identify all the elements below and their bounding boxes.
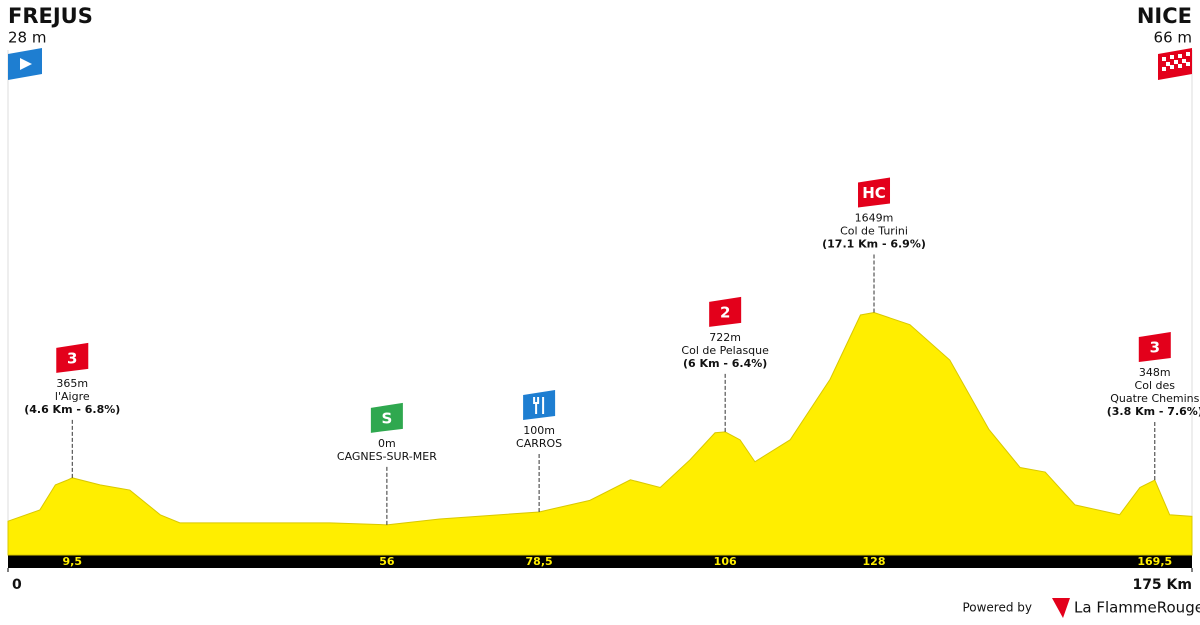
point-label: CAGNES-SUR-MER [337,450,437,463]
point-label: 365m [56,377,88,390]
km-label: 9,5 [63,555,83,568]
brand: La FlammeRouge [1074,599,1200,617]
badge [56,342,89,373]
badge [370,402,403,433]
brand-icon [1052,598,1070,618]
badge-label: HC [862,184,886,202]
point-label: Col des [1135,379,1176,392]
km-label: 128 [863,555,886,568]
start-elevation: 28 m [8,29,46,47]
badge-label: 2 [720,303,730,321]
start-icon [8,48,42,80]
profile-area [7,312,1193,556]
badge-label: 3 [67,349,77,367]
point-label: 0m [378,437,396,450]
finish-name: NICE [1137,4,1192,28]
point-label: CARROS [516,437,562,450]
point-label: 100m [523,424,555,437]
point-label: Col de Pelasque [681,344,769,357]
point-label: l'Aigre [55,390,90,403]
km-label: 78,5 [526,555,553,568]
climb-detail: (3.8 Km - 7.6%) [1107,405,1200,418]
km-bar [8,555,1192,568]
x-tick-label: 0 [12,577,22,593]
finish-elevation: 66 m [1154,29,1192,47]
badge-label: S [381,409,392,427]
point-label: 722m [709,331,741,344]
badge [858,177,891,208]
point-label: 1649m [855,212,894,225]
badge [709,296,742,327]
badge-label: 3 [1150,339,1160,357]
climb-detail: (17.1 Km - 6.9%) [822,238,926,251]
climb-detail: (6 Km - 6.4%) [683,357,767,370]
finish-icon [1158,48,1192,80]
feed-icon [533,396,545,414]
km-label: 106 [714,555,737,568]
badge [523,389,556,420]
badge [1138,332,1171,363]
km-label: 56 [379,555,395,568]
point-label: Col de Turini [840,225,908,238]
start-name: FREJUS [8,4,93,28]
point-label: Quatre Chemins [1110,392,1199,405]
point-label: 348m [1139,366,1171,379]
climb-detail: (4.6 Km - 6.8%) [24,403,120,416]
powered-by: Powered by [962,601,1032,615]
x-tick-label: 175 Km [1132,577,1192,593]
km-label: 169,5 [1137,555,1172,568]
